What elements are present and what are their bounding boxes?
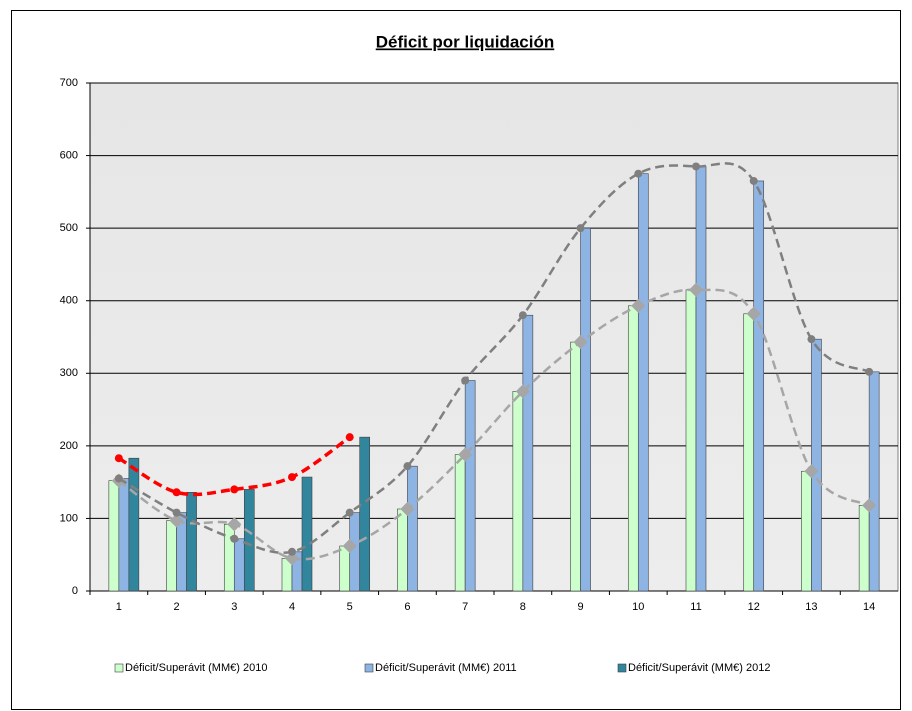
bar xyxy=(243,489,255,592)
x-tick-label: 10 xyxy=(632,601,644,613)
x-tick-label: 1 xyxy=(116,601,122,613)
bar xyxy=(858,505,870,592)
trend-marker xyxy=(515,384,530,399)
bar xyxy=(359,436,371,592)
bar xyxy=(223,523,235,592)
x-tick-label: 3 xyxy=(231,601,237,613)
y-tick-label: 200 xyxy=(60,440,78,452)
trend-marker xyxy=(169,513,184,528)
y-tick-label: 300 xyxy=(60,367,78,379)
trend-marker xyxy=(573,335,588,350)
bar xyxy=(580,227,591,592)
trend-marker xyxy=(230,534,239,543)
plot-area xyxy=(89,82,899,592)
bar xyxy=(186,492,197,592)
trend-marker xyxy=(576,224,585,233)
trend-marker xyxy=(807,335,816,344)
bar xyxy=(454,454,466,592)
bar xyxy=(637,173,649,592)
y-tick-label: 600 xyxy=(60,149,78,161)
trend-marker xyxy=(230,485,239,494)
chart-title: Déficit por liquidación xyxy=(376,32,555,51)
trend-marker xyxy=(342,538,357,554)
bar xyxy=(464,380,476,592)
x-tick-label: 8 xyxy=(520,601,526,613)
legend-swatch xyxy=(364,663,374,673)
bar xyxy=(811,338,822,592)
trend-marker xyxy=(403,462,412,471)
x-tick-label: 12 xyxy=(748,601,760,613)
bar xyxy=(166,520,177,592)
bar xyxy=(128,457,140,592)
bar xyxy=(118,478,130,592)
trend-marker xyxy=(746,306,761,321)
trend-marker xyxy=(634,169,643,178)
x-tick-label: 5 xyxy=(347,601,353,613)
bar xyxy=(407,465,418,592)
x-tick-label: 9 xyxy=(578,601,584,613)
trend-marker xyxy=(172,508,181,517)
bar xyxy=(685,289,697,592)
y-tick-label: 0 xyxy=(72,585,78,597)
trend-marker xyxy=(749,176,758,185)
trend-marker xyxy=(288,547,296,556)
legend-swatch xyxy=(617,663,627,673)
bar xyxy=(801,470,812,592)
trend-marker xyxy=(692,162,700,171)
y-tick-label: 500 xyxy=(60,222,78,234)
bar xyxy=(695,166,707,592)
x-tick-label: 14 xyxy=(863,601,875,613)
bar xyxy=(349,512,361,592)
bar xyxy=(627,305,639,592)
x-tick-label: 13 xyxy=(805,601,817,613)
x-tick-label: 7 xyxy=(462,601,468,613)
bar xyxy=(512,391,524,592)
trend-marker xyxy=(114,454,123,463)
trend-marker xyxy=(461,376,470,385)
trend-line xyxy=(117,435,351,497)
trend-marker xyxy=(345,433,354,442)
trend-marker xyxy=(804,464,819,479)
legend-label: Déficit/Superávit (MM€) 2012 xyxy=(628,662,770,674)
trend-marker xyxy=(345,508,354,517)
y-tick-label: 400 xyxy=(60,295,78,307)
trend-marker xyxy=(518,311,527,320)
trend-marker xyxy=(865,367,874,376)
trend-marker xyxy=(631,298,646,313)
bar xyxy=(233,538,245,592)
legend-label: Déficit/Superávit (MM€) 2010 xyxy=(125,662,267,674)
bar xyxy=(397,508,408,592)
bar xyxy=(743,313,755,592)
x-tick-label: 2 xyxy=(174,601,180,613)
y-tick-label: 700 xyxy=(60,77,78,89)
x-tick-label: 6 xyxy=(404,601,410,613)
trend-marker xyxy=(688,282,704,297)
trend-marker xyxy=(862,498,877,513)
legend-swatch xyxy=(114,663,124,673)
trend-marker xyxy=(114,474,123,483)
x-tick-label: 4 xyxy=(289,601,295,613)
bar xyxy=(868,371,880,592)
bar xyxy=(301,476,313,592)
legend-label: Déficit/Superávit (MM€) 2011 xyxy=(375,662,517,674)
trend-marker xyxy=(227,517,242,532)
bar xyxy=(108,480,120,592)
bar xyxy=(522,314,534,592)
bar xyxy=(753,180,765,592)
y-tick-label: 100 xyxy=(60,512,78,524)
bar xyxy=(339,545,351,592)
bar xyxy=(570,341,581,592)
trend-marker xyxy=(172,488,181,497)
trend-line xyxy=(118,162,870,555)
trend-line xyxy=(118,288,870,561)
trend-marker xyxy=(458,447,473,462)
x-tick-label: 11 xyxy=(690,601,701,613)
trend-marker xyxy=(284,551,300,566)
trend-marker xyxy=(288,473,296,482)
